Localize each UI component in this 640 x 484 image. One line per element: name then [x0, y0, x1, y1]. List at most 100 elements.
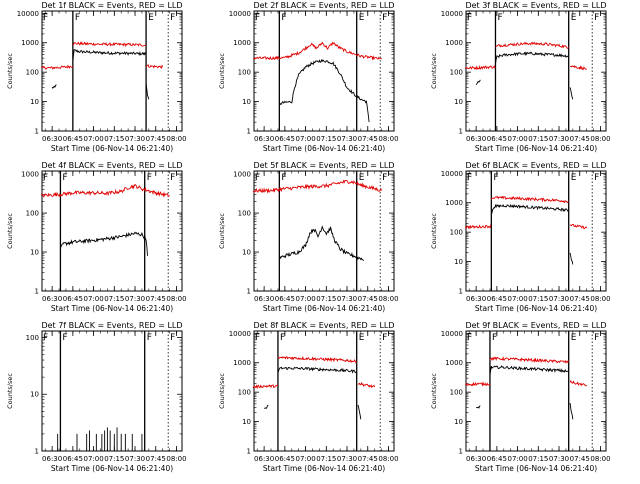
x-axis-label: Start Time (06-Nov-14 06:21:40): [263, 304, 385, 313]
x-tick-label: 06:45: [275, 135, 295, 143]
x-tick-label: 07:15: [528, 455, 548, 463]
y-tick-label: 10000: [17, 10, 39, 18]
series-lld-line: [490, 195, 569, 204]
flag-label: F: [382, 173, 387, 183]
x-tick-label: 06:45: [63, 455, 83, 463]
x-axis-label: Start Time (06-Nov-14 06:21:40): [475, 144, 597, 153]
x-tick-label: 07:15: [316, 295, 336, 303]
x-tick-label: 07:30: [337, 455, 357, 463]
flag-label: F: [280, 333, 285, 343]
panel-title: Det 2f BLACK = Events, RED = LLD: [253, 1, 394, 10]
plot-frame: [465, 10, 607, 132]
flag-label: F: [594, 333, 599, 343]
flag-label: E: [571, 333, 577, 343]
x-tick-label: 07:00: [507, 455, 527, 463]
flag-label: F: [594, 13, 599, 23]
x-tick-label: 06:30: [42, 135, 62, 143]
x-tick-label: 07:00: [507, 295, 527, 303]
series-lld-line: [495, 41, 570, 49]
x-tick-label: 07:00: [507, 135, 527, 143]
plot-frame: [465, 330, 607, 452]
y-tick-label: 10000: [441, 10, 463, 18]
series-lld-line: [464, 65, 496, 71]
y-axis-label: Counts/sec: [6, 53, 14, 89]
plot-frame: [465, 170, 607, 292]
x-tick-label: 07:45: [570, 295, 590, 303]
y-tick-label: 1000: [21, 39, 39, 47]
y-tick-label: 10: [242, 418, 251, 426]
y-axis-label: Counts/sec: [430, 373, 438, 409]
series-events-line: [72, 49, 147, 63]
x-axis-label: Start Time (06-Nov-14 06:21:40): [51, 144, 173, 153]
x-tick-label: 07:45: [358, 455, 378, 463]
flag-label: E: [359, 173, 365, 183]
flag-label: F: [467, 173, 472, 183]
flag-label: E: [359, 333, 365, 343]
flag-label: F: [170, 333, 175, 343]
y-tick-label: 10000: [229, 330, 251, 338]
x-axis-label: Start Time (06-Nov-14 06:21:40): [475, 464, 597, 473]
flag-label: F: [281, 173, 286, 183]
y-tick-label: 1: [247, 288, 251, 296]
flag-label: F: [255, 13, 260, 23]
panel-title: Det 7f BLACK = Events, RED = LLD: [41, 321, 182, 330]
y-axis-label: Counts/sec: [218, 53, 226, 89]
series-events-line: [569, 403, 574, 420]
y-tick-label: 1000: [445, 359, 463, 367]
y-tick-label: 1: [247, 448, 251, 456]
y-tick-label: 100: [238, 69, 251, 77]
x-tick-label: 07:30: [337, 295, 357, 303]
panel-title: Det 3f BLACK = Events, RED = LLD: [465, 1, 606, 10]
y-tick-label: 10: [454, 258, 463, 266]
y-tick-label: 10: [30, 249, 39, 257]
x-tick-label: 07:15: [104, 455, 124, 463]
x-axis-label: Start Time (06-Nov-14 06:21:40): [263, 464, 385, 473]
y-tick-label: 1: [247, 128, 251, 136]
series-events-line: [51, 84, 57, 89]
flag-label: F: [382, 13, 387, 23]
x-tick-label: 06:45: [487, 455, 507, 463]
flag-label: F: [62, 173, 67, 183]
flag-label: F: [43, 13, 48, 23]
series-events-line: [357, 404, 362, 420]
y-tick-label: 1: [459, 128, 463, 136]
series-events-line: [277, 366, 358, 374]
y-tick-label: 10000: [441, 170, 463, 178]
panel-det-4: Det 4f BLACK = Events, RED = LLD Counts/s…: [6, 161, 187, 313]
series-events-line: [145, 84, 150, 100]
y-axis-label: Counts/sec: [218, 213, 226, 249]
flag-label: F: [43, 333, 48, 343]
y-axis-label: Counts/sec: [430, 53, 438, 89]
y-tick-label: 100: [450, 229, 463, 237]
x-tick-label: 07:30: [549, 295, 569, 303]
x-tick-label: 07:00: [295, 135, 315, 143]
flag-label: F: [382, 333, 387, 343]
y-tick-label: 10: [30, 391, 39, 399]
x-axis-label: Start Time (06-Nov-14 06:21:40): [475, 304, 597, 313]
flag-label: F: [255, 173, 260, 183]
series-lld-line: [252, 384, 279, 390]
x-tick-label: 07:00: [295, 295, 315, 303]
series-lld-line: [252, 41, 382, 61]
flag-label: F: [170, 13, 175, 23]
x-axis-label: Start Time (06-Nov-14 06:21:40): [263, 144, 385, 153]
x-tick-label: 08:00: [166, 135, 186, 143]
x-tick-label: 07:15: [316, 455, 336, 463]
plot-frame: [41, 330, 183, 452]
series-events-line: [279, 59, 370, 123]
x-tick-label: 06:45: [275, 295, 295, 303]
y-tick-label: 100: [450, 69, 463, 77]
series-lld-line: [252, 179, 383, 194]
series-lld-line: [569, 379, 587, 387]
plot-frame: [253, 10, 395, 132]
x-tick-label: 07:15: [528, 295, 548, 303]
y-axis-label: Counts/sec: [6, 213, 14, 249]
series-lld-line: [489, 356, 570, 364]
x-tick-label: 07:30: [125, 295, 145, 303]
x-tick-label: 07:30: [549, 135, 569, 143]
plot-frame: [253, 170, 395, 292]
series-events-line: [264, 404, 269, 410]
flag-label: F: [255, 333, 260, 343]
series-events-line: [489, 365, 569, 376]
